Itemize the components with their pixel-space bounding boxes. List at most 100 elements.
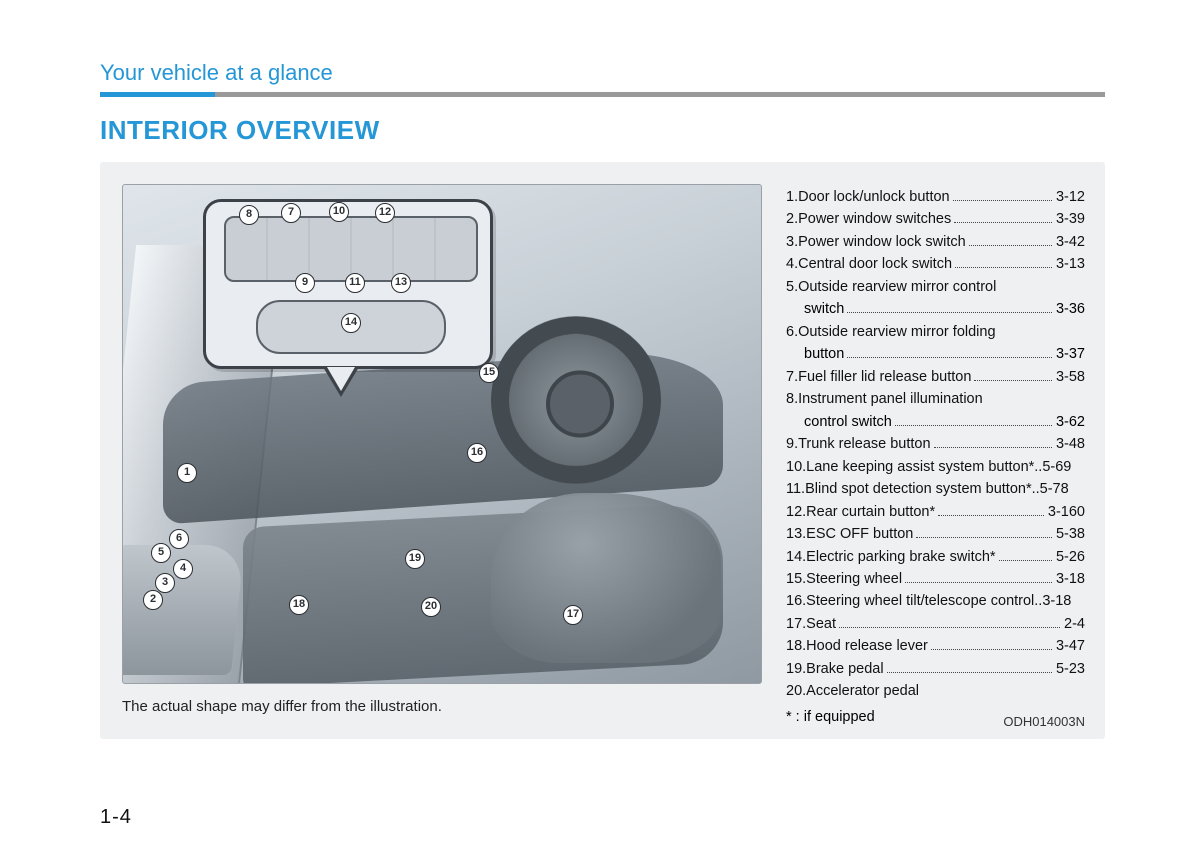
ref-item: 6. Outside rearview mirror folding <box>786 321 1085 343</box>
ref-dots <box>938 515 1044 516</box>
interior-figure: 1234567891011121314151617181920 <box>122 184 762 684</box>
ref-num: 4. <box>786 253 798 275</box>
ref-item-cont: button3-37 <box>786 343 1085 365</box>
ref-label: Steering wheel tilt/telescope control <box>806 590 1034 612</box>
steering-wheel-illustration <box>491 316 661 483</box>
callout-6: 6 <box>169 529 189 549</box>
ref-page: 5-23 <box>1056 658 1085 680</box>
ref-label: Door lock/unlock button <box>798 186 950 208</box>
callout-18: 18 <box>289 595 309 615</box>
ref-page: 5-38 <box>1056 523 1085 545</box>
inset-leader <box>323 367 359 397</box>
ref-dots <box>847 357 1052 358</box>
reference-list: 1. Door lock/unlock button 3-12 2. Power w… <box>786 184 1085 725</box>
ref-label: ESC OFF button <box>806 523 913 545</box>
ref-item: 17. Seat 2-4 <box>786 613 1085 635</box>
figure-code: ODH014003N <box>1003 714 1085 729</box>
ref-label: Brake pedal <box>806 658 883 680</box>
ref-label: Steering wheel <box>806 568 902 590</box>
ref-item: 13. ESC OFF button5-38 <box>786 523 1085 545</box>
ref-page: 2-4 <box>1064 613 1085 635</box>
ref-page: 3-36 <box>1056 298 1085 320</box>
callout-19: 19 <box>405 549 425 569</box>
ref-item: 20. Accelerator pedal <box>786 680 1085 702</box>
ref-item: 3. Power window lock switch3-42 <box>786 231 1085 253</box>
ref-label: Instrument panel illumination <box>798 388 983 410</box>
ref-page: 3-48 <box>1056 433 1085 455</box>
ref-dots <box>916 537 1052 538</box>
ref-label: Outside rearview mirror folding <box>798 321 995 343</box>
figure-caption: The actual shape may differ from the ill… <box>122 698 762 715</box>
ref-page: 3-18 <box>1056 568 1085 590</box>
ref-page: 5-26 <box>1056 546 1085 568</box>
ref-page: ..5-78 <box>1032 478 1069 500</box>
callout-7: 7 <box>281 203 301 223</box>
ref-item: 18. Hood release lever3-47 <box>786 635 1085 657</box>
ref-label: Electric parking brake switch* <box>806 546 995 568</box>
ref-dots <box>955 267 1052 268</box>
ref-label-cont: button <box>804 343 844 365</box>
ref-num: 6. <box>786 321 798 343</box>
ref-dots <box>931 649 1052 650</box>
ref-page: 3-160 <box>1048 501 1085 523</box>
chapter-title: Your vehicle at a glance <box>100 60 1105 86</box>
callout-13: 13 <box>391 273 411 293</box>
ref-num: 5. <box>786 276 798 298</box>
ref-page: ..5-69 <box>1034 456 1071 478</box>
callout-5: 5 <box>151 543 171 563</box>
figure-column: 1234567891011121314151617181920 The actu… <box>122 184 762 725</box>
ref-label: Outside rearview mirror control <box>798 276 996 298</box>
ref-num: 8. <box>786 388 798 410</box>
content-panel: 1234567891011121314151617181920 The actu… <box>100 162 1105 739</box>
ref-label-cont: switch <box>804 298 844 320</box>
ref-item: 5. Outside rearview mirror control <box>786 276 1085 298</box>
callout-14: 14 <box>341 313 361 333</box>
ref-num: 2. <box>786 208 798 230</box>
ref-label: Trunk release button <box>798 433 930 455</box>
ref-dots <box>969 245 1052 246</box>
ref-dots <box>974 380 1052 381</box>
ref-dots <box>999 560 1052 561</box>
ref-page: 3-42 <box>1056 231 1085 253</box>
ref-item: 10. Lane keeping assist system button* .… <box>786 456 1085 478</box>
ref-label: Power window switches <box>798 208 951 230</box>
ref-label: Fuel filler lid release button <box>798 366 971 388</box>
ref-label: Seat <box>806 613 836 635</box>
ref-dots <box>839 627 1060 628</box>
ref-num: 12. <box>786 501 806 523</box>
callout-17: 17 <box>563 605 583 625</box>
ref-item: 9. Trunk release button 3-48 <box>786 433 1085 455</box>
ref-dots <box>905 582 1052 583</box>
ref-num: 20. <box>786 680 806 702</box>
callout-10: 10 <box>329 202 349 222</box>
ref-page: 3-58 <box>1056 366 1085 388</box>
ref-label: Lane keeping assist system button* <box>806 456 1034 478</box>
ref-num: 17. <box>786 613 806 635</box>
ref-item: 11. Blind spot detection system button* … <box>786 478 1085 500</box>
ref-page: 3-12 <box>1056 186 1085 208</box>
callout-4: 4 <box>173 559 193 579</box>
ref-item-cont: switch 3-36 <box>786 298 1085 320</box>
ref-label: Rear curtain button* <box>806 501 935 523</box>
ref-num: 14. <box>786 546 806 568</box>
callout-15: 15 <box>479 363 499 383</box>
ref-label: Accelerator pedal <box>806 680 919 702</box>
ref-label: Central door lock switch <box>798 253 952 275</box>
ref-label: Hood release lever <box>806 635 928 657</box>
ref-item: 1. Door lock/unlock button 3-12 <box>786 186 1085 208</box>
ref-dots <box>887 672 1052 673</box>
ref-num: 9. <box>786 433 798 455</box>
callout-3: 3 <box>155 573 175 593</box>
callout-8: 8 <box>239 205 259 225</box>
ref-dots <box>953 200 1052 201</box>
inset-switch-row <box>224 216 478 282</box>
ref-dots <box>934 447 1052 448</box>
ref-num: 15. <box>786 568 806 590</box>
page-number: 1-4 <box>100 806 132 829</box>
ref-page: 3-39 <box>1056 208 1085 230</box>
ref-num: 1. <box>786 186 798 208</box>
ref-num: 3. <box>786 231 798 253</box>
ref-item: 14. Electric parking brake switch* 5-26 <box>786 546 1085 568</box>
ref-page: 3-47 <box>1056 635 1085 657</box>
ref-num: 11. <box>786 478 805 500</box>
